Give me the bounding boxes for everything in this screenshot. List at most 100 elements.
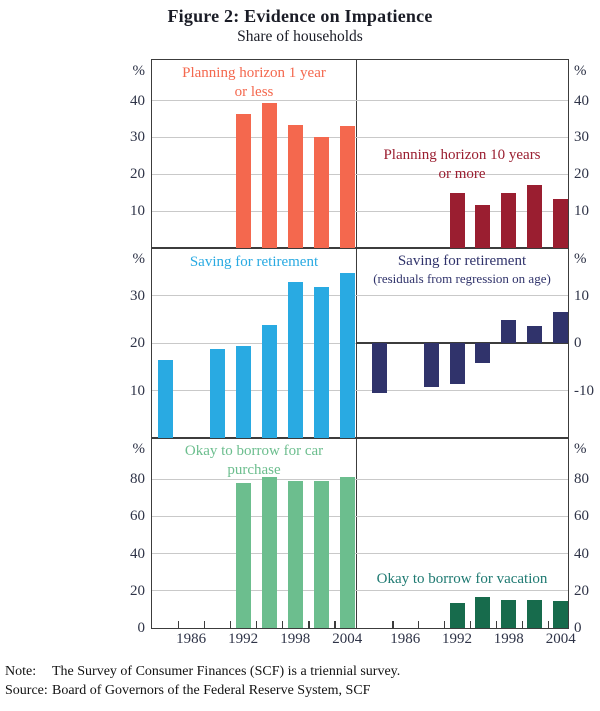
gridline-saving-for-retirement-10 bbox=[152, 390, 356, 391]
x-axis-year-label-1986: 1986 bbox=[390, 631, 421, 647]
x-axis-tick bbox=[547, 621, 549, 628]
bar-saving-for-retirement-1989 bbox=[209, 349, 225, 438]
x-axis-year-label-2004: 2004 bbox=[545, 631, 576, 647]
bar-saving-for-retirement-residuals-2004 bbox=[553, 311, 569, 343]
y-axis-label-left-80: 80 bbox=[130, 471, 145, 487]
y-axis-label-right-60: 60 bbox=[574, 508, 589, 525]
x-axis-tick bbox=[495, 621, 498, 628]
panel-title-line: (residuals from regression on age) bbox=[373, 271, 551, 286]
panel-title-line: Saving for retirement bbox=[189, 254, 319, 270]
source-text: Board of Governors of the Federal Reserv… bbox=[52, 683, 371, 698]
y-axis-label-right-%: % bbox=[574, 441, 587, 457]
bar-okay-to-borrow-for-car-1995 bbox=[261, 477, 277, 628]
y-axis-label-right-10: 10 bbox=[574, 203, 589, 220]
gridline-saving-for-retirement-20 bbox=[152, 342, 356, 344]
bar-saving-for-retirement-2004 bbox=[339, 272, 355, 438]
bar-okay-to-borrow-for-vacation-1998 bbox=[501, 600, 517, 628]
bar-saving-for-retirement-residuals-1989 bbox=[423, 343, 439, 388]
y-axis-label-right-20: 20 bbox=[574, 166, 589, 183]
y-axis-label-left-40: 40 bbox=[130, 545, 145, 562]
bar-planning-horizon-1-year-2001 bbox=[313, 137, 329, 248]
panel-title-line: Okay to borrow for car bbox=[184, 443, 324, 459]
bar-saving-for-retirement-1998 bbox=[287, 281, 303, 438]
x-axis-tick bbox=[230, 621, 232, 628]
bar-okay-to-borrow-for-car-1992 bbox=[235, 482, 251, 628]
x-axis-tick bbox=[470, 621, 472, 628]
footnotes: Note: The Survey of Consumer Finances (SC… bbox=[5, 662, 595, 700]
gridline-planning-horizon-1-year-30 bbox=[152, 136, 356, 138]
y-axis-label-left-30: 30 bbox=[130, 129, 145, 146]
x-axis-tick bbox=[521, 621, 524, 628]
gridline-saving-for-retirement-residuals--10 bbox=[356, 390, 568, 391]
y-axis-label-left-40: 40 bbox=[130, 92, 145, 109]
bar-saving-for-retirement-1992 bbox=[235, 346, 251, 438]
chart-plot-area: Planning horizon 1 year or less Planning h… bbox=[151, 59, 569, 629]
figure-subtitle: Share of households bbox=[237, 28, 363, 45]
y-axis-label-left-20: 20 bbox=[130, 582, 145, 599]
panel-title-saving-for-retirement-residuals: Saving for retirement (residuals from reg… bbox=[356, 252, 568, 287]
bar-saving-for-retirement-residuals-1995 bbox=[475, 343, 491, 363]
x-axis-tick bbox=[418, 621, 420, 628]
gridline-okay-to-borrow-for-vacation-20 bbox=[356, 590, 568, 592]
gridline-okay-to-borrow-for-vacation-40 bbox=[356, 553, 568, 554]
panel-title-okay-to-borrow-for-vacation: Okay to borrow for vacation bbox=[356, 570, 568, 589]
bar-saving-for-retirement-residuals-1998 bbox=[501, 319, 517, 343]
gridline-okay-to-borrow-for-vacation-80 bbox=[356, 478, 568, 480]
panel-divider-line bbox=[355, 60, 357, 628]
row-boundary-line bbox=[152, 437, 568, 439]
bar-saving-for-retirement-1995 bbox=[261, 324, 277, 438]
y-axis-label-right-0: 0 bbox=[574, 335, 582, 351]
bar-planning-horizon-10-years-2004 bbox=[553, 199, 569, 248]
y-axis-label-right-30: 30 bbox=[574, 129, 589, 146]
bar-okay-to-borrow-for-car-2001 bbox=[313, 480, 329, 628]
note-label: Note: bbox=[5, 664, 37, 679]
y-axis-label-left-20: 20 bbox=[130, 335, 145, 351]
y-axis-label-left-30: 30 bbox=[130, 287, 145, 304]
panel-title-line: Planning horizon 10 years bbox=[383, 147, 541, 163]
y-axis-label-right--10: -10 bbox=[574, 382, 594, 399]
panel-title-line: Planning horizon 1 year bbox=[182, 65, 326, 81]
y-axis-label-right-%: % bbox=[574, 251, 587, 267]
x-axis-year-label-1992: 1992 bbox=[442, 631, 472, 647]
x-axis-tick bbox=[204, 621, 206, 628]
panel-title-planning-horizon-10-years: Planning horizon 10 years or more bbox=[356, 146, 568, 184]
panel-title-line: Okay to borrow for vacation bbox=[376, 571, 548, 587]
source-line: Source: Board of Governors of the Federal… bbox=[5, 681, 595, 700]
panel-title-line: Saving for retirement bbox=[397, 253, 527, 269]
gridline-okay-to-borrow-for-vacation-60 bbox=[356, 515, 568, 517]
source-label: Source: bbox=[5, 683, 48, 698]
bar-okay-to-borrow-for-vacation-2004 bbox=[553, 600, 569, 628]
gridline-okay-to-borrow-for-car-20 bbox=[152, 590, 356, 592]
y-axis-label-left-20: 20 bbox=[130, 166, 145, 183]
y-axis-label-right-%: % bbox=[574, 63, 587, 79]
x-axis-tick bbox=[334, 621, 336, 628]
panel-title-planning-horizon-1-year: Planning horizon 1 year or less bbox=[152, 64, 356, 102]
gridline-okay-to-borrow-for-car-40 bbox=[152, 553, 356, 554]
panel-title-line: or more bbox=[438, 166, 486, 182]
bar-saving-for-retirement-residuals-2001 bbox=[527, 325, 543, 343]
y-axis-label-right-10: 10 bbox=[574, 287, 589, 304]
bar-saving-for-retirement-residuals-1983 bbox=[371, 343, 387, 393]
bar-planning-horizon-10-years-1995 bbox=[475, 204, 491, 248]
bar-okay-to-borrow-for-car-2004 bbox=[339, 477, 355, 628]
y-axis-label-right-80: 80 bbox=[574, 471, 589, 487]
gridline-planning-horizon-1-year-40 bbox=[152, 100, 356, 101]
bar-okay-to-borrow-for-vacation-1995 bbox=[475, 597, 491, 628]
bar-saving-for-retirement-2001 bbox=[313, 286, 329, 438]
bar-okay-to-borrow-for-car-1998 bbox=[287, 480, 303, 628]
bar-planning-horizon-10-years-1998 bbox=[501, 192, 517, 248]
panel-title-line: purchase bbox=[227, 462, 281, 478]
gridline-planning-horizon-10-years-40 bbox=[356, 100, 568, 101]
bar-planning-horizon-10-years-1992 bbox=[449, 192, 465, 248]
y-axis-label-left-%: % bbox=[132, 63, 146, 79]
bar-saving-for-retirement-1983 bbox=[157, 359, 173, 438]
x-axis-year-label-2004: 2004 bbox=[332, 631, 363, 647]
gridline-planning-horizon-10-years-30 bbox=[356, 136, 568, 138]
gridline-planning-horizon-1-year-10 bbox=[152, 210, 356, 212]
x-axis-year-label-1998: 1998 bbox=[280, 631, 311, 647]
x-axis-tick bbox=[392, 621, 394, 628]
panel-title-saving-for-retirement: Saving for retirement bbox=[152, 253, 356, 272]
note-line: Note: The Survey of Consumer Finances (SC… bbox=[5, 662, 595, 681]
x-axis-tick bbox=[282, 621, 284, 628]
y-axis-label-right-40: 40 bbox=[574, 92, 589, 109]
